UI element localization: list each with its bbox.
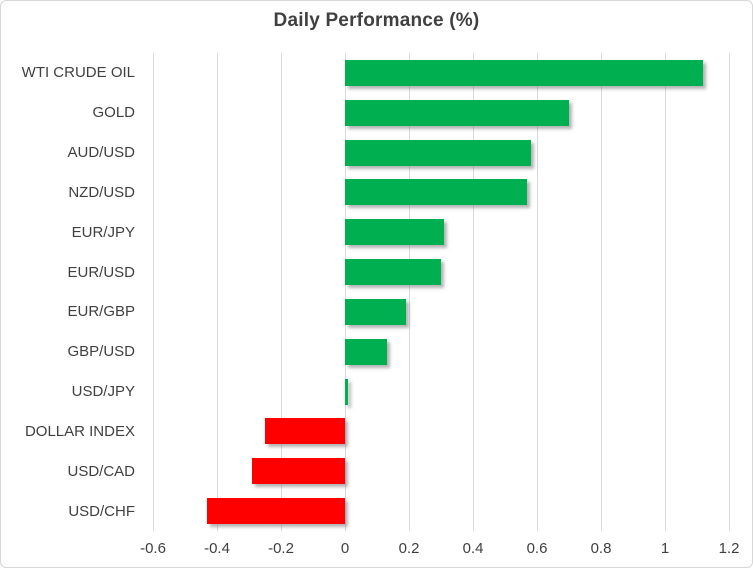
gridline — [281, 53, 282, 531]
category-axis: WTI CRUDE OIL GOLD AUD/USD NZD/USD EUR/JPY EU… — [1, 53, 141, 531]
bar-dollar-index — [265, 418, 345, 445]
gridline — [473, 53, 474, 531]
category-label: GOLD — [92, 104, 135, 122]
gridline — [153, 53, 154, 531]
x-tick-label: 0.4 — [462, 540, 484, 557]
bar-gbp-usd — [345, 338, 387, 365]
bar-usd-cad — [252, 458, 345, 485]
x-tick-label: -0.6 — [140, 540, 166, 557]
x-tick-label: 0.6 — [526, 540, 548, 557]
bar-eur-usd — [345, 259, 441, 286]
category-label: USD/JPY — [71, 383, 135, 401]
category-label: NZD/USD — [68, 183, 135, 201]
x-tick-label: 1.2 — [718, 540, 740, 557]
category-label: USD/CAD — [67, 462, 135, 480]
bar-usd-chf — [207, 498, 345, 525]
gridline — [217, 53, 218, 531]
bar-wti-crude-oil — [345, 59, 704, 86]
bar-usd-jpy — [345, 378, 349, 405]
category-label: EUR/JPY — [71, 223, 135, 241]
bar-nzd-usd — [345, 179, 528, 206]
category-label: AUD/USD — [67, 144, 135, 162]
category-label: EUR/USD — [67, 263, 135, 281]
plot-area: -0.6 -0.4 -0.2 0 0.2 0.4 0.6 0.8 1 1.2 — [140, 53, 739, 557]
x-tick-label: 1 — [660, 540, 670, 557]
x-tick-label: 0.8 — [590, 540, 612, 557]
gridline — [729, 53, 730, 531]
category-label: GBP/USD — [67, 343, 135, 361]
gridline — [665, 53, 666, 531]
category-label: USD/CHF — [68, 502, 135, 520]
chart-title: Daily Performance (%) — [273, 10, 480, 31]
category-label: EUR/GBP — [67, 303, 135, 321]
gridline — [409, 53, 410, 531]
gridline — [537, 53, 538, 531]
gridline — [601, 53, 602, 531]
bar-aud-usd — [345, 139, 531, 166]
x-tick-label: -0.4 — [204, 540, 230, 557]
bar-gold — [345, 99, 569, 126]
category-label: WTI CRUDE OIL — [21, 64, 135, 82]
x-tick-label: 0 — [340, 540, 350, 557]
x-tick-label: -0.2 — [268, 540, 294, 557]
bar-eur-gbp — [345, 298, 406, 325]
bar-eur-jpy — [345, 219, 445, 246]
category-label: DOLLAR INDEX — [24, 422, 135, 440]
x-tick-label: 0.2 — [398, 540, 420, 557]
gridline — [345, 53, 346, 531]
